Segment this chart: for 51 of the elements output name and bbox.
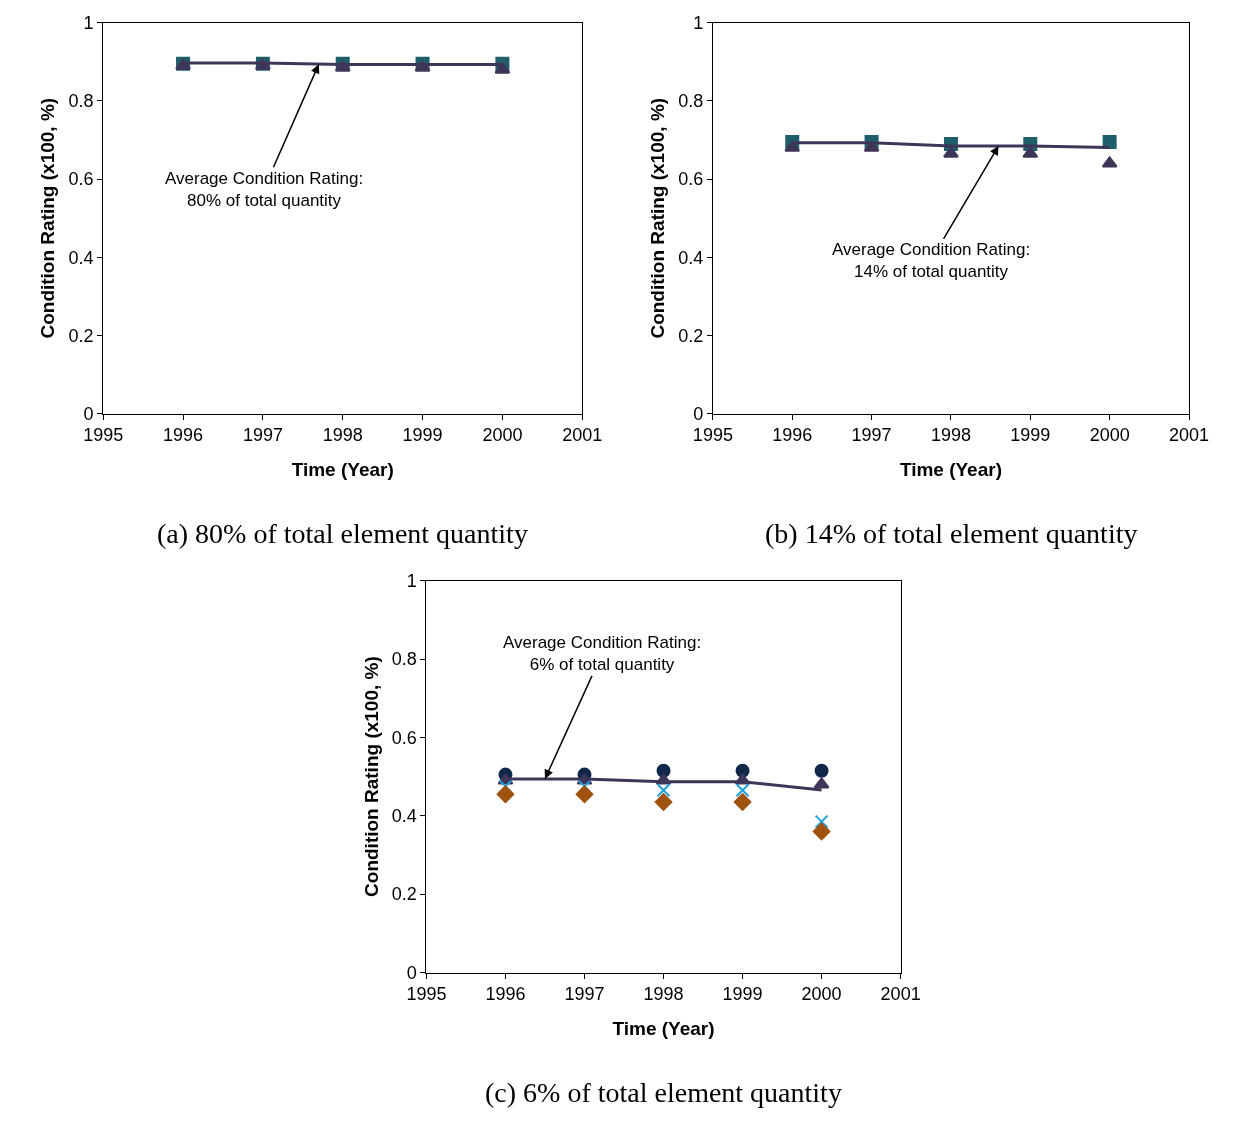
y-tick-label: 0.6	[68, 169, 94, 190]
x-tick-label: 2000	[482, 425, 523, 446]
x-tick-label: 2001	[1168, 425, 1210, 446]
x-tick-label: 1999	[722, 984, 763, 1005]
x-tick-label: 1999	[1010, 425, 1051, 446]
y-tick-label: 0.2	[678, 325, 704, 346]
x-tick-label: 1996	[163, 425, 204, 446]
x-tick-label: 1996	[772, 425, 813, 446]
y-tick-label: 0	[693, 403, 704, 424]
y-tick-label: 0.2	[68, 325, 94, 346]
x-tick-label: 1995	[692, 425, 733, 446]
y-tick-label: 0	[406, 962, 417, 983]
text: (b) 14% of total element quantity	[765, 518, 1138, 549]
x-tick-label: 1998	[322, 425, 363, 446]
x-tick-label: 2000	[801, 984, 842, 1005]
x-tick-label: 1998	[643, 984, 684, 1005]
x-tick-label: 1997	[242, 425, 283, 446]
x-tick-label: 1999	[402, 425, 443, 446]
y-tick-label: 0.4	[391, 806, 417, 827]
y-axis-title: Condition Rating (x100, %)	[37, 97, 59, 339]
y-tick-label: 0.8	[68, 91, 94, 112]
x-tick-label: 1995	[406, 984, 447, 1005]
x-tick-label: 1995	[83, 425, 124, 446]
text: (a) 80% of total element quantity	[157, 518, 528, 549]
x-axis-title: Time (Year)	[899, 459, 1002, 481]
x-tick-label: 1997	[564, 984, 605, 1005]
x-axis-title: Time (Year)	[291, 459, 394, 481]
x-tick-label: 1998	[930, 425, 971, 446]
y-tick-label: 1	[693, 13, 704, 34]
y-axis-title: Condition Rating (x100, %)	[647, 97, 669, 339]
y-tick-label: 0.4	[678, 247, 704, 268]
x-tick-label: 1997	[851, 425, 892, 446]
x-tick-label: 1996	[485, 984, 526, 1005]
annotation: Average Condition Rating: 6% of total quantity	[503, 633, 702, 675]
annotation: Average Condition Rating: 80% of total quantity	[165, 169, 364, 211]
y-tick-label: 0.8	[678, 91, 704, 112]
annotation: Average Condition Rating: 14% of total quantity	[832, 240, 1031, 282]
y-tick-label: 1	[406, 570, 417, 591]
y-tick-label: 0.6	[678, 169, 704, 190]
x-tick-label: 2001	[880, 984, 921, 1005]
x-tick-label: 2000	[1089, 425, 1130, 446]
x-tick-label: 2001	[562, 425, 603, 446]
y-tick-label: 0	[83, 403, 94, 424]
y-tick-label: 1	[83, 13, 94, 34]
x-axis-title: Time (Year)	[612, 1017, 715, 1039]
y-tick-label: 0.6	[391, 727, 417, 748]
text: (c) 6% of total element quantity	[485, 1077, 842, 1108]
y-tick-label: 0.8	[391, 649, 417, 670]
y-axis-title: Condition Rating (x100, %)	[360, 656, 382, 897]
y-tick-label: 0.2	[391, 884, 417, 905]
y-tick-label: 0.4	[68, 247, 94, 268]
